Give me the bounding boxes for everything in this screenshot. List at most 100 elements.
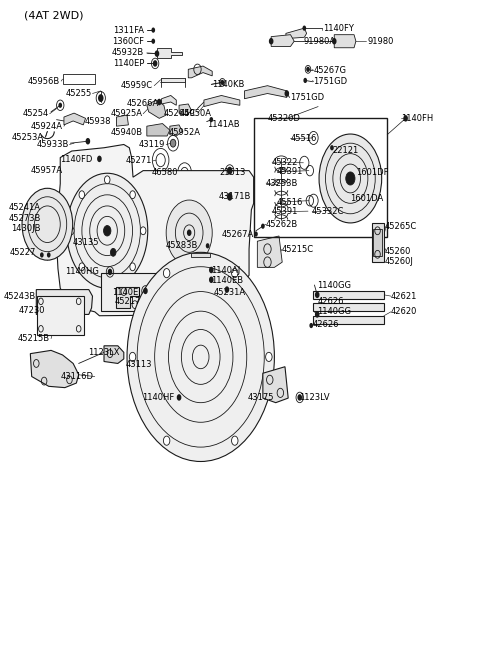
Circle shape	[315, 291, 320, 298]
Circle shape	[225, 286, 229, 293]
Circle shape	[22, 188, 72, 260]
Circle shape	[303, 78, 307, 83]
Circle shape	[110, 248, 116, 256]
Text: 45320D: 45320D	[267, 114, 300, 123]
Text: 21513: 21513	[219, 168, 245, 177]
Text: 45391: 45391	[276, 168, 303, 176]
Polygon shape	[36, 290, 93, 314]
Polygon shape	[263, 367, 288, 403]
Text: 43253B: 43253B	[265, 179, 298, 187]
Text: 45952A: 45952A	[168, 128, 201, 138]
Text: 1140FD: 1140FD	[60, 155, 93, 164]
Text: 45217: 45217	[115, 297, 141, 306]
Text: 43175: 43175	[248, 393, 275, 402]
Circle shape	[130, 191, 135, 198]
Circle shape	[127, 252, 275, 462]
Circle shape	[143, 288, 148, 294]
Text: 42626: 42626	[312, 320, 339, 329]
Text: 45260: 45260	[385, 246, 411, 255]
Text: 43135: 43135	[73, 238, 99, 247]
Text: 43113: 43113	[126, 360, 152, 369]
Circle shape	[170, 140, 176, 147]
Text: 45241A: 45241A	[9, 204, 41, 212]
Text: 45227: 45227	[10, 248, 36, 257]
Circle shape	[269, 38, 274, 45]
Polygon shape	[162, 96, 176, 105]
Polygon shape	[116, 287, 139, 308]
Circle shape	[163, 436, 170, 445]
Text: 91980: 91980	[368, 37, 394, 46]
Text: 45215C: 45215C	[281, 244, 313, 253]
Text: 45271: 45271	[126, 157, 152, 165]
Polygon shape	[104, 346, 124, 364]
Text: 45940B: 45940B	[111, 128, 143, 138]
Text: 45273B: 45273B	[9, 214, 41, 223]
Circle shape	[151, 28, 155, 33]
Text: 45322: 45322	[271, 158, 298, 166]
Circle shape	[157, 99, 162, 105]
Text: 45933B: 45933B	[36, 140, 69, 149]
Circle shape	[206, 243, 209, 248]
Text: 1123LX: 1123LX	[88, 348, 119, 357]
Text: 45391: 45391	[271, 208, 298, 216]
Text: 45231A: 45231A	[213, 288, 245, 297]
Circle shape	[265, 352, 272, 362]
Text: 45253A: 45253A	[12, 133, 44, 141]
Text: 45267G: 45267G	[313, 66, 347, 75]
Circle shape	[97, 156, 102, 162]
Circle shape	[177, 394, 181, 401]
Circle shape	[104, 225, 111, 236]
Text: 45938: 45938	[84, 117, 111, 126]
Text: 45262B: 45262B	[265, 219, 298, 229]
Text: 45924A: 45924A	[31, 122, 62, 131]
Circle shape	[140, 227, 146, 234]
Text: 1140EJ: 1140EJ	[112, 288, 141, 297]
Text: 45215B: 45215B	[18, 334, 50, 343]
Polygon shape	[42, 298, 62, 309]
Text: 45516: 45516	[276, 198, 303, 206]
Circle shape	[105, 278, 110, 286]
Circle shape	[302, 26, 306, 31]
Polygon shape	[192, 253, 210, 257]
Bar	[62, 74, 95, 84]
Polygon shape	[117, 115, 129, 126]
Text: 1123LV: 1123LV	[299, 393, 329, 402]
Text: 45925A: 45925A	[110, 109, 142, 119]
Circle shape	[261, 223, 264, 229]
Polygon shape	[204, 96, 240, 107]
Circle shape	[231, 436, 238, 445]
Text: 45254: 45254	[23, 109, 49, 119]
Text: 43171B: 43171B	[219, 193, 252, 201]
Circle shape	[220, 80, 224, 85]
Circle shape	[306, 67, 310, 72]
Circle shape	[130, 263, 135, 271]
Text: 91980A: 91980A	[303, 37, 336, 46]
Text: 1140HG: 1140HG	[66, 267, 99, 276]
Circle shape	[285, 90, 289, 97]
Text: 45516: 45516	[290, 134, 317, 143]
Circle shape	[129, 352, 136, 362]
Text: 1751GD: 1751GD	[290, 93, 324, 102]
Text: 1311FA: 1311FA	[113, 26, 144, 35]
Text: 1140EP: 1140EP	[113, 59, 144, 68]
Polygon shape	[170, 125, 182, 136]
Bar	[312, 303, 384, 311]
Circle shape	[332, 38, 336, 45]
Polygon shape	[372, 223, 384, 262]
Circle shape	[47, 252, 50, 257]
Circle shape	[227, 193, 232, 200]
Polygon shape	[188, 66, 212, 78]
Circle shape	[59, 103, 62, 108]
Polygon shape	[179, 104, 192, 115]
Circle shape	[151, 39, 155, 44]
Circle shape	[209, 117, 213, 122]
Circle shape	[227, 167, 232, 174]
Bar	[312, 291, 384, 299]
Circle shape	[67, 174, 148, 288]
Circle shape	[79, 263, 84, 271]
Text: 1140AJ: 1140AJ	[211, 266, 240, 275]
Circle shape	[310, 323, 313, 328]
Circle shape	[105, 176, 110, 183]
Text: 45265C: 45265C	[385, 221, 417, 231]
Bar	[37, 296, 84, 335]
